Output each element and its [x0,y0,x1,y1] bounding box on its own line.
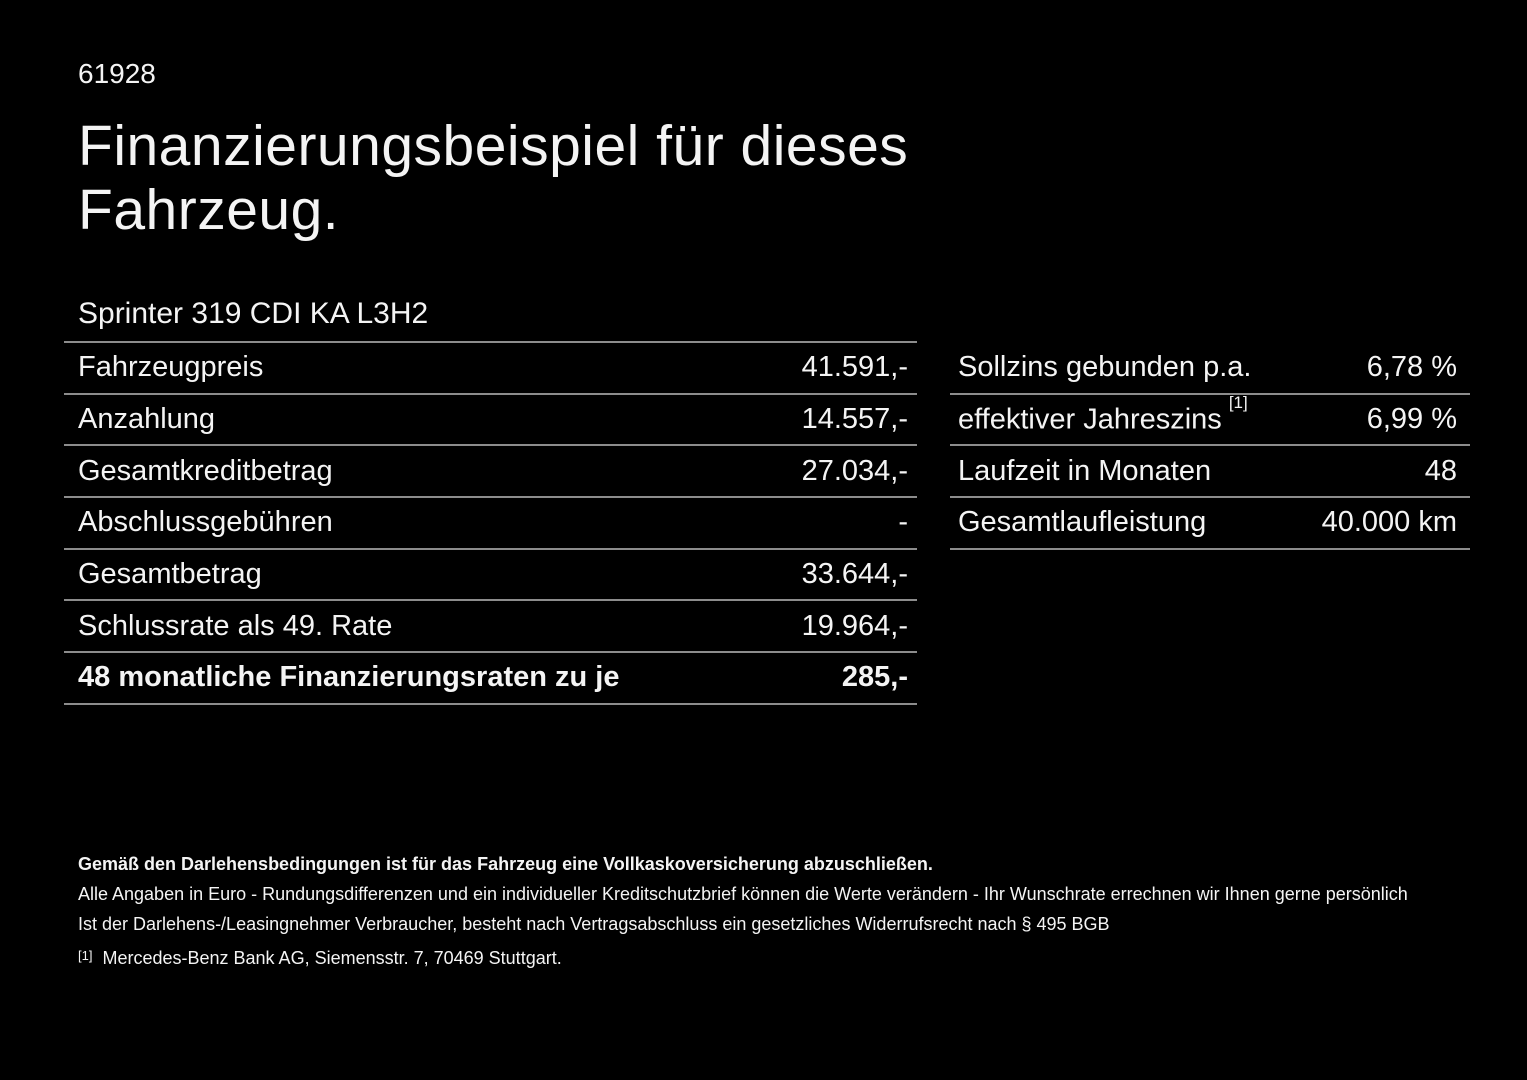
table-row-gesamtbetrag: Gesamtbetrag 33.644,- [64,550,917,602]
row-label: Schlussrate als 49. Rate [78,609,393,642]
vehicle-model: Sprinter 319 CDI KA L3H2 [78,297,429,330]
row-value: 48 [1424,454,1457,487]
row-label: Gesamtbetrag [78,558,262,591]
insurance-note: Gemäß den Darlehensbedingungen ist für d… [78,854,933,874]
row-value: 27.034,- [801,454,908,487]
footnote-reference: [1] [1228,392,1248,412]
legal-footer: Gemäß den Darlehensbedingungen ist für d… [78,849,1478,975]
row-label: effektiver Jahreszins [1] [958,393,1248,437]
table-row-anzahlung: Anzahlung 14.557,- [64,395,917,447]
row-value: 6,78 % [1366,351,1457,384]
footnote-text: Mercedes-Benz Bank AG, Siemensstr. 7, 70… [102,948,562,968]
row-value: 285,- [841,661,908,694]
disclaimer-line2: Ist der Darlehens-/Leasingnehmer Verbrau… [78,914,1110,934]
row-label: Gesamtkreditbetrag [78,454,333,487]
row-value: 14.557,- [801,403,908,436]
page-title-line1: Finanzierungsbeispiel für dieses [78,114,909,178]
disclaimer-line1: Alle Angaben in Euro - Rundungsdifferenz… [78,884,1408,904]
table-row-fahrzeugpreis: Fahrzeugpreis 41.591,- [64,343,917,395]
row-label: Laufzeit in Monaten [958,454,1212,487]
table-row-gesamtkreditbetrag: Gesamtkreditbetrag 27.034,- [64,446,917,499]
row-value: 19.964,- [801,609,908,642]
financing-details-table: Fahrzeugpreis 41.591,- Anzahlung 14.557,… [64,341,917,705]
row-label: Sollzins gebunden p.a. [958,351,1252,384]
table-row-sollzins: Sollzins gebunden p.a. 6,78 % [950,343,1470,395]
page-title: Finanzierungsbeispiel für dieses Fahrzeug… [78,114,1278,242]
table-row-monatsrate: 48 monatliche Finanzierungsraten zu je 2… [64,653,917,705]
table-row-gesamtlaufleistung: Gesamtlaufleistung 40.000 km [950,498,1470,550]
row-label: Gesamtlaufleistung [958,506,1207,539]
row-label: Anzahlung [78,403,216,436]
table-row-schlussrate: Schlussrate als 49. Rate 19.964,- [64,601,917,654]
row-value: 6,99 % [1366,403,1457,436]
table-row-effektiver-jahreszins: effektiver Jahreszins [1] 6,99 % [950,393,1470,447]
row-value: - [898,506,908,539]
row-value: 40.000 km [1321,506,1457,539]
row-value: 33.644,- [801,558,908,591]
row-label-text: effektiver Jahreszins [958,403,1222,436]
row-label: Fahrzeugpreis [78,351,264,384]
footnote-line: [1] Mercedes-Benz Bank AG, Siemensstr. 7,… [78,943,1478,975]
table-row-laufzeit: Laufzeit in Monaten 48 [950,446,1470,499]
row-label: Abschlussgebühren [78,506,333,539]
financing-conditions-table: Sollzins gebunden p.a. 6,78 % effektiver… [950,343,1470,550]
page-title-line2: Fahrzeug. [78,178,340,242]
offer-id: 61928 [78,58,156,89]
table-row-abschlussgebuehren: Abschlussgebühren - [64,498,917,550]
row-value: 41.591,- [801,351,908,384]
row-label: 48 monatliche Finanzierungsraten zu je [78,661,620,694]
footnote-marker: [1] [78,948,93,963]
